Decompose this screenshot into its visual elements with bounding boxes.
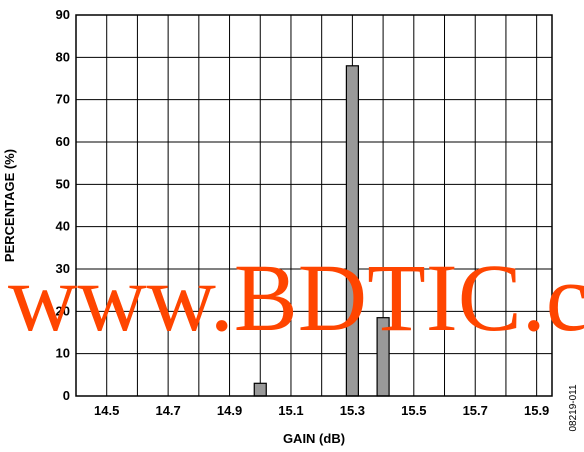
figure-id: 08219-011 (568, 384, 579, 432)
bars (253, 65, 390, 397)
y-tick-labels: 0 10 20 30 40 50 60 70 80 90 (56, 7, 70, 403)
y-axis-label: PERCENTAGE (%) (2, 149, 17, 262)
y-tick-label: 90 (56, 7, 70, 22)
watermark: www.BDTIC.com (8, 244, 584, 351)
x-tick-label: 15.5 (401, 403, 426, 418)
x-tick-label: 15.3 (340, 403, 365, 418)
y-tick-label: 80 (56, 49, 70, 64)
y-tick-label: 40 (56, 219, 70, 234)
y-tick-label: 0 (63, 388, 70, 403)
y-tick-label: 70 (56, 92, 70, 107)
y-tick-label: 30 (56, 261, 70, 276)
x-tick-label: 14.9 (217, 403, 242, 418)
x-axis-label: GAIN (dB) (283, 431, 345, 446)
x-tick-label: 15.1 (278, 403, 303, 418)
y-tick-label: 20 (56, 303, 70, 318)
x-tick-label: 14.5 (94, 403, 119, 418)
x-tick-label: 14.7 (155, 403, 180, 418)
y-tick-label: 50 (56, 176, 70, 191)
bar (253, 382, 267, 397)
x-tick-label: 15.9 (524, 403, 549, 418)
x-tick-labels: 14.5 14.7 14.9 15.1 15.3 15.5 15.7 15.9 (94, 403, 549, 418)
y-tick-label: 60 (56, 134, 70, 149)
plot-frame (75, 14, 553, 397)
x-tick-label: 15.7 (463, 403, 488, 418)
y-tick-label: 10 (56, 346, 70, 361)
